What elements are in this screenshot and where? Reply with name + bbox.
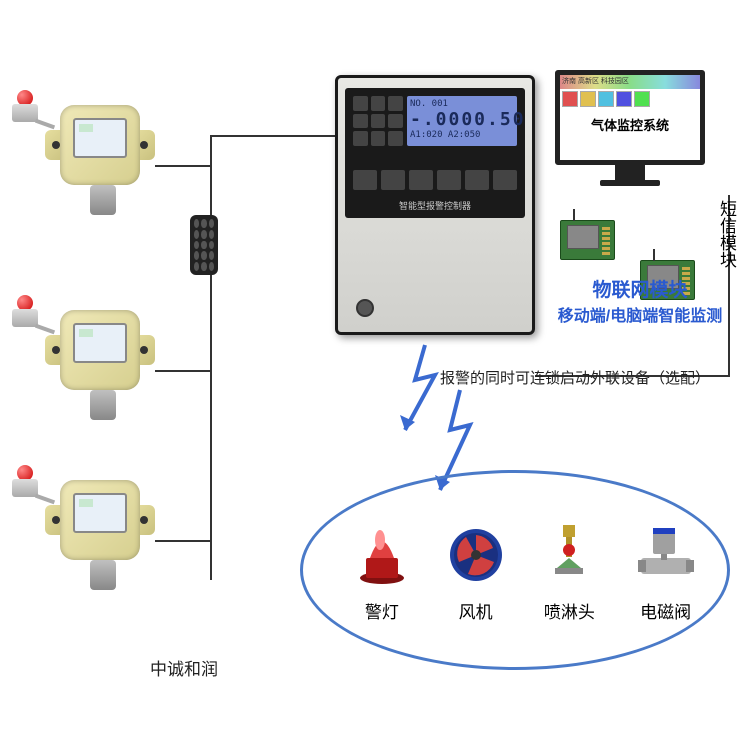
iot-module-label: 物联网模块: [540, 275, 740, 302]
device-label: 电磁阀: [633, 598, 698, 623]
lcd-line3: A1:020 A2:050: [410, 130, 514, 140]
branch-det-2: [155, 370, 210, 372]
remote-control-icon: [190, 215, 218, 275]
brand-footer: 中诚和润: [150, 655, 218, 680]
monitor-header: 济南 高新区 科技园区: [560, 75, 700, 89]
bus-vertical-line: [210, 135, 212, 580]
device-label: 喷淋头: [539, 598, 599, 623]
iot-module-pcb-1: [560, 220, 615, 260]
controller-panel-label: 智能型报警控制器: [345, 199, 525, 212]
device-sprinkler: 喷淋头: [539, 520, 599, 623]
device-fan: 风机: [446, 520, 506, 623]
lcd-line1: NO. 001: [410, 99, 514, 109]
monitor-tiles: [560, 89, 700, 109]
device-alarm-lamp: 警灯: [352, 520, 412, 623]
iot-module-sublabel: 移动端/电脑端智能监测: [540, 302, 740, 326]
gas-detector-1: [45, 85, 155, 205]
bus-to-controller: [210, 135, 340, 137]
branch-det-1: [155, 165, 210, 167]
alarm-beacon-icon: [10, 90, 40, 130]
sms-module-label: 短信模块: [714, 200, 739, 268]
monitor-title: 气体监控系统: [560, 115, 700, 134]
alarm-beacon-icon: [10, 465, 40, 505]
alarm-beacon-icon: [10, 295, 40, 335]
gas-detector-2: [45, 290, 155, 410]
pc-monitor: 济南 高新区 科技园区 气体监控系统: [555, 70, 705, 190]
device-label: 风机: [446, 598, 506, 623]
controller-lcd: NO. 001 -.0000.50 A1:020 A2:050: [407, 96, 517, 146]
alarm-controller: NO. 001 -.0000.50 A1:020 A2:050 智能型报警控制器: [335, 75, 535, 335]
lcd-reading: -.0000.50: [410, 109, 514, 130]
device-label: 警灯: [352, 598, 412, 623]
branch-det-3: [155, 540, 210, 542]
device-solenoid-valve: 电磁阀: [633, 520, 698, 623]
gas-detector-3: [45, 460, 155, 580]
